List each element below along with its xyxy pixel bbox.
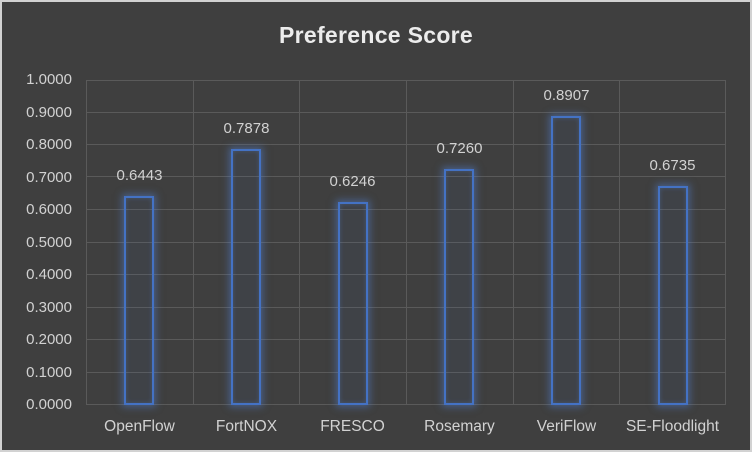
gridline-vertical <box>406 80 407 405</box>
bar-rosemary[interactable] <box>444 169 474 405</box>
data-label: 0.8907 <box>543 87 590 104</box>
bar-fresco[interactable] <box>338 202 368 405</box>
category-label-rosemary: Rosemary <box>424 418 495 435</box>
y-axis-tick-label: 1.0000 <box>26 71 72 88</box>
data-label: 0.7878 <box>223 120 270 137</box>
bar-openflow[interactable] <box>124 196 154 405</box>
bar-veriflow[interactable] <box>551 116 581 405</box>
data-label: 0.6735 <box>649 157 696 174</box>
category-label-fresco: FRESCO <box>320 418 385 435</box>
y-axis-tick-label: 0.9000 <box>26 103 72 121</box>
y-axis-tick-label: 0.4000 <box>26 266 72 283</box>
gridline-vertical <box>619 80 620 405</box>
category-label-veriflow: VeriFlow <box>536 418 597 435</box>
y-axis-tick-label: 0.1000 <box>26 363 72 381</box>
category-label-se-floodlight: SE-Floodlight <box>625 418 720 435</box>
gridline-vertical <box>86 80 87 405</box>
y-axis-tick-label: 0.7000 <box>26 168 72 186</box>
gridline-vertical <box>193 80 194 405</box>
y-axis-tick-label: 0.2000 <box>26 331 72 348</box>
gridline-vertical <box>513 80 514 405</box>
chart-title: Preference Score <box>278 22 474 48</box>
bar-fortnox[interactable] <box>231 149 261 405</box>
plot-area: 0.6443 0.7878 0.6246 0.7260 0.8907 0.6735 <box>86 80 726 405</box>
gridline-vertical <box>725 80 726 405</box>
y-axis-tick-label: 0.5000 <box>26 233 72 251</box>
category-label-fortnox: FortNOX <box>215 418 278 435</box>
y-axis-tick-label: 0.6000 <box>26 201 72 218</box>
y-axis-tick-label: 0.3000 <box>26 298 72 316</box>
data-label: 0.7260 <box>436 140 483 157</box>
data-label: 0.6443 <box>116 167 163 184</box>
data-label: 0.6246 <box>329 173 376 190</box>
gridline-vertical <box>299 80 300 405</box>
bar-se-floodlight[interactable] <box>658 186 688 405</box>
category-label-openflow: OpenFlow <box>104 418 175 435</box>
y-axis-tick-label: 0.0000 <box>26 396 72 413</box>
y-axis-tick-label: 0.8000 <box>26 136 72 153</box>
